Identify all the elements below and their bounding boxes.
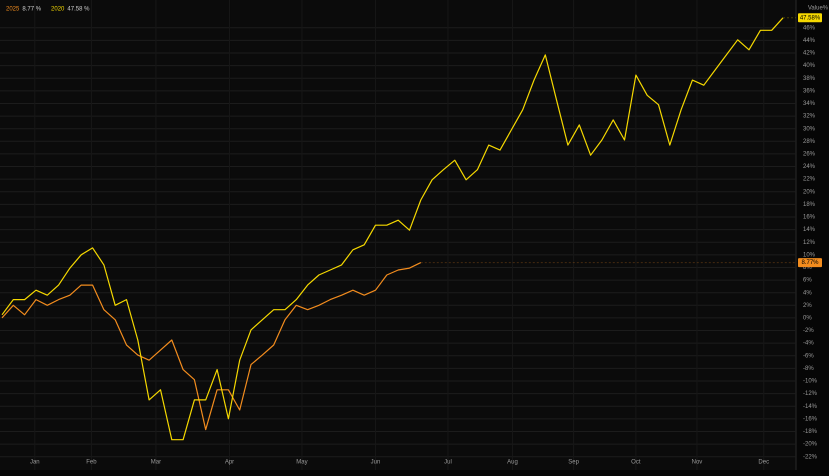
y-tick-label: 40% — [803, 63, 816, 69]
y-tick-label: 38% — [803, 76, 816, 82]
end-label: 8.77% — [801, 260, 819, 266]
y-tick-label: 4% — [803, 290, 812, 296]
x-tick-label: Sep — [568, 460, 579, 466]
x-tick-label: Mar — [151, 460, 161, 466]
y-tick-label: 22% — [803, 177, 816, 183]
end-label-box — [798, 13, 822, 23]
end-label-box — [798, 258, 822, 268]
y-tick-label: -18% — [803, 429, 818, 435]
y-tick-label: 16% — [803, 215, 816, 221]
y-tick-label: 12% — [803, 240, 816, 246]
y-tick-label: -4% — [803, 341, 814, 347]
y-tick-label: -14% — [803, 404, 818, 410]
x-tick-label: Aug — [507, 460, 518, 466]
axis-label: Value% — [808, 6, 829, 12]
y-tick-label: 10% — [803, 252, 816, 258]
legend-name: 2020 — [51, 7, 65, 13]
x-tick-label: Jul — [444, 460, 452, 466]
x-tick-label: May — [296, 460, 307, 466]
legend-value: 47.58 % — [67, 7, 90, 13]
plot-area — [0, 0, 796, 470]
y-tick-label: -10% — [803, 379, 818, 385]
y-tick-label: 0% — [803, 316, 812, 322]
y-tick-label: 32% — [803, 114, 816, 120]
y-tick-label: 34% — [803, 101, 816, 107]
y-tick-label: 18% — [803, 202, 816, 208]
x-tick-label: Oct — [631, 460, 641, 466]
y-tick-label: 6% — [803, 278, 812, 284]
x-tick-label: Nov — [692, 460, 703, 466]
y-tick-label: 44% — [803, 38, 816, 44]
x-tick-label: Dec — [758, 460, 769, 466]
y-tick-label: -8% — [803, 366, 814, 372]
series-line — [1, 262, 422, 431]
y-tick-label: -12% — [803, 391, 818, 397]
y-tick-label: 46% — [803, 25, 816, 31]
legend-value: 8.77 % — [22, 7, 41, 13]
y-tick-label: -2% — [803, 328, 814, 334]
y-tick-label: -20% — [803, 442, 818, 448]
y-tick-label: 30% — [803, 126, 816, 132]
x-tick-label: Feb — [86, 460, 97, 466]
x-tick-label: Apr — [225, 460, 234, 466]
x-tick-label: Jun — [371, 460, 381, 466]
y-tick-label: 24% — [803, 164, 816, 170]
series-line — [1, 17, 784, 441]
x-tick-label: Jan — [30, 460, 40, 466]
y-tick-label: 14% — [803, 227, 816, 233]
y-tick-label: 36% — [803, 88, 816, 94]
y-tick-label: -6% — [803, 353, 814, 359]
y-tick-label: 42% — [803, 51, 816, 57]
y-tick-label: 8% — [803, 265, 812, 271]
y-tick-label: -16% — [803, 416, 818, 422]
end-label: 47.58% — [800, 15, 821, 21]
y-tick-label: 2% — [803, 303, 812, 309]
y-tick-label: 26% — [803, 152, 816, 158]
legend-name: 2025 — [6, 7, 20, 13]
y-tick-label: 28% — [803, 139, 816, 145]
y-tick-label: -22% — [803, 454, 818, 460]
y-tick-label: 20% — [803, 189, 816, 195]
